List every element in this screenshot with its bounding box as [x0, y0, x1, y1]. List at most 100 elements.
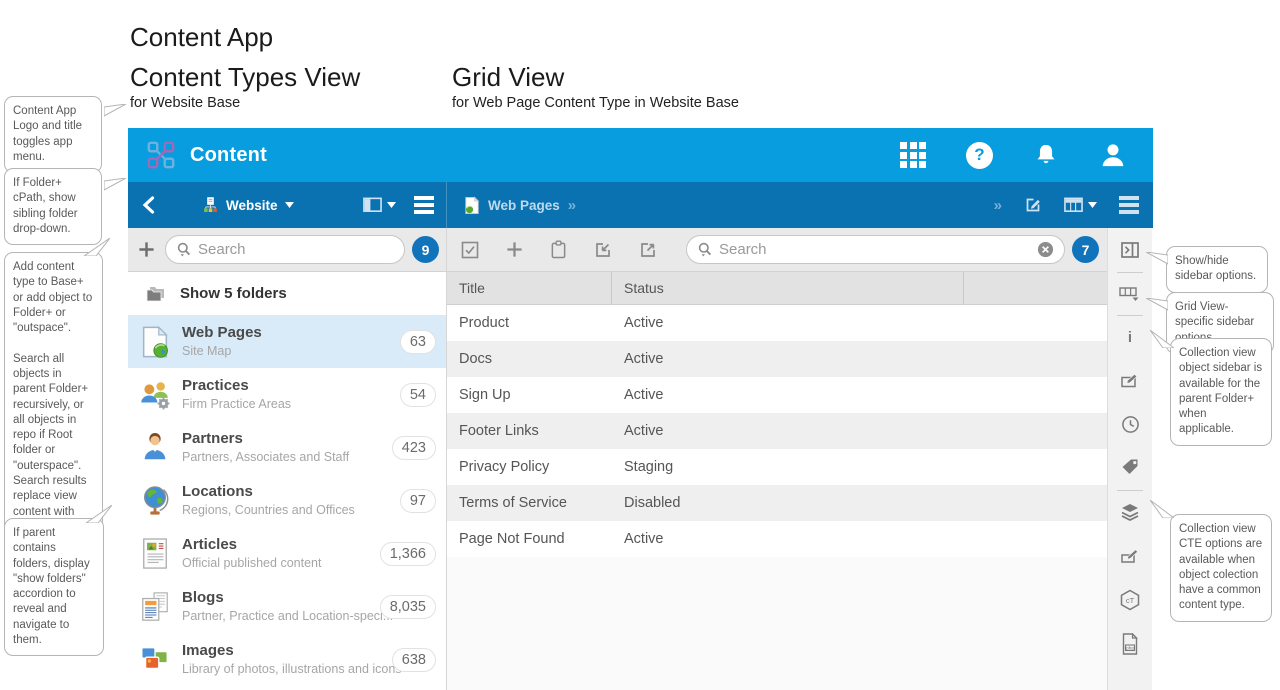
object-breadcrumb-label: Web Pages: [488, 197, 560, 213]
left-search-placeholder: Search: [198, 241, 246, 258]
import-icon[interactable]: [594, 241, 612, 259]
grid-table-header: Title Status: [447, 272, 1107, 305]
svg-text:php: php: [1126, 645, 1134, 651]
locations-icon: [136, 484, 174, 518]
grid-row-terms-of-service[interactable]: Terms of Service Disabled: [447, 485, 1107, 521]
add-button[interactable]: [138, 241, 155, 258]
grid-search-count-badge[interactable]: 7: [1072, 236, 1099, 263]
item-subtitle: Site Map: [182, 343, 232, 358]
show-folders-label: Show 5 folders: [180, 285, 287, 302]
svg-text:cT: cT: [1126, 596, 1135, 605]
compose-icon[interactable]: [1024, 196, 1042, 214]
content-type-item-articles[interactable]: Articles Official published content 1,36…: [128, 527, 446, 580]
sidebar-menu-icon[interactable]: [1119, 196, 1139, 214]
panel-menu-icon[interactable]: [414, 196, 434, 214]
edit-object-icon[interactable]: [1118, 371, 1142, 391]
row-status: Disabled: [624, 495, 681, 511]
row-status: Active: [624, 423, 664, 439]
content-type-item-images[interactable]: Images Library of photos, illustrations …: [128, 633, 446, 686]
grid-row-product[interactable]: Product Active: [447, 305, 1107, 341]
content-types-view-title: Content Types View: [130, 62, 361, 92]
grid-view-subtitle: for Web Page Content Type in Website Bas…: [452, 95, 739, 111]
content-type-item-blogs[interactable]: Blogs Partner, Practice and Location-spe…: [128, 580, 446, 633]
php-template-icon[interactable]: php: [1118, 633, 1142, 655]
callout-logo: Content App Logo and title toggles app m…: [4, 96, 102, 174]
callout-tail: [1146, 252, 1168, 266]
expand-chevrons-icon[interactable]: »: [993, 196, 1002, 214]
view-switcher-icon[interactable]: [363, 197, 396, 213]
page-title: Content App: [130, 22, 274, 52]
content-types-panel: Search 9 Show 5 folders: [128, 228, 447, 690]
item-title: Images: [182, 641, 234, 659]
export-icon[interactable]: [639, 241, 657, 259]
app-grid-icon[interactable]: [900, 142, 926, 168]
grid-options-icon[interactable]: [1118, 284, 1142, 304]
item-title: Web Pages: [182, 323, 262, 341]
user-account-icon[interactable]: [1099, 141, 1127, 169]
row-status: Active: [624, 315, 664, 331]
context-folder-dropdown[interactable]: Website: [202, 196, 294, 214]
item-title: Partners: [182, 429, 243, 447]
callout-tail: [104, 104, 126, 118]
item-title: Blogs: [182, 588, 224, 606]
item-count: 8,035: [379, 594, 436, 619]
tags-icon[interactable]: [1118, 457, 1142, 477]
show-folders-accordion[interactable]: Show 5 folders: [128, 272, 446, 315]
item-subtitle: Regions, Countries and Offices: [182, 502, 355, 517]
item-count: 63: [399, 329, 436, 354]
content-type-hexagon-icon[interactable]: cT: [1118, 589, 1142, 611]
content-type-item-locations[interactable]: Locations Regions, Countries and Offices…: [128, 474, 446, 527]
item-count: 423: [391, 435, 436, 460]
clear-search-icon[interactable]: [1037, 241, 1054, 258]
grid-row-privacy-policy[interactable]: Privacy Policy Staging: [447, 449, 1107, 485]
sidebar-divider: [1117, 315, 1143, 316]
grid-row-footer-links[interactable]: Footer Links Active: [447, 413, 1107, 449]
content-type-item-web-pages[interactable]: Web Pages Site Map 63: [128, 315, 446, 368]
grid-row-sign-up[interactable]: Sign Up Active: [447, 377, 1107, 413]
left-search-count-badge[interactable]: 9: [412, 236, 439, 263]
row-title: Footer Links: [459, 423, 539, 439]
search-icon: [176, 242, 192, 258]
callout-tail: [104, 178, 126, 192]
left-search-input[interactable]: Search: [165, 235, 405, 264]
add-object-button[interactable]: [506, 241, 523, 258]
item-subtitle: Partners, Associates and Staff: [182, 449, 350, 464]
caret-down-icon: [284, 202, 294, 208]
notifications-bell-icon[interactable]: [1033, 142, 1059, 168]
row-status: Active: [624, 387, 664, 403]
object-breadcrumb[interactable]: Web Pages »: [464, 195, 576, 215]
context-nav-bar: Website: [128, 182, 1153, 228]
select-all-checkbox-icon[interactable]: [461, 241, 479, 259]
edit-content-icon[interactable]: [1118, 546, 1142, 566]
stack-layers-icon[interactable]: [1118, 502, 1142, 522]
sitemap-icon: [202, 196, 219, 214]
callout-show-folders: If parent contains folders, display "sho…: [4, 518, 104, 657]
object-sidebar-rail: i: [1107, 228, 1152, 690]
back-chevron-icon[interactable]: [142, 196, 172, 214]
help-icon[interactable]: ?: [966, 141, 993, 169]
grid-row-page-not-found[interactable]: Page Not Found Active: [447, 521, 1107, 557]
grid-view-switcher-icon[interactable]: [1064, 197, 1097, 213]
column-header-title[interactable]: Title: [447, 272, 612, 304]
sidebar-toggle-icon[interactable]: [1118, 240, 1142, 260]
callout-tail: [1150, 330, 1174, 348]
app-title[interactable]: Content: [190, 143, 267, 166]
item-title: Practices: [182, 376, 249, 394]
content-type-item-partners[interactable]: Partners Partners, Associates and Staff …: [128, 421, 446, 474]
app-header: Content ?: [128, 128, 1153, 182]
row-status: Active: [624, 531, 664, 547]
folders-stack-icon: [144, 285, 166, 303]
grid-search-input[interactable]: Search: [686, 235, 1065, 264]
history-clock-icon[interactable]: [1118, 414, 1142, 434]
column-header-status[interactable]: Status: [612, 272, 964, 304]
grid-view-title: Grid View: [452, 62, 565, 92]
clipboard-icon[interactable]: [550, 240, 567, 259]
content-type-item-practices[interactable]: Practices Firm Practice Areas 54: [128, 368, 446, 421]
grid-row-docs[interactable]: Docs Active: [447, 341, 1107, 377]
app-logo-icon[interactable]: [146, 140, 176, 170]
info-icon[interactable]: i: [1127, 328, 1133, 346]
row-title: Product: [459, 315, 509, 331]
grid-toolbar: Search 7: [447, 228, 1107, 272]
articles-icon: [136, 537, 174, 571]
callout-folder-dropdown: If Folder+ cPath, show sibling folder dr…: [4, 168, 102, 246]
